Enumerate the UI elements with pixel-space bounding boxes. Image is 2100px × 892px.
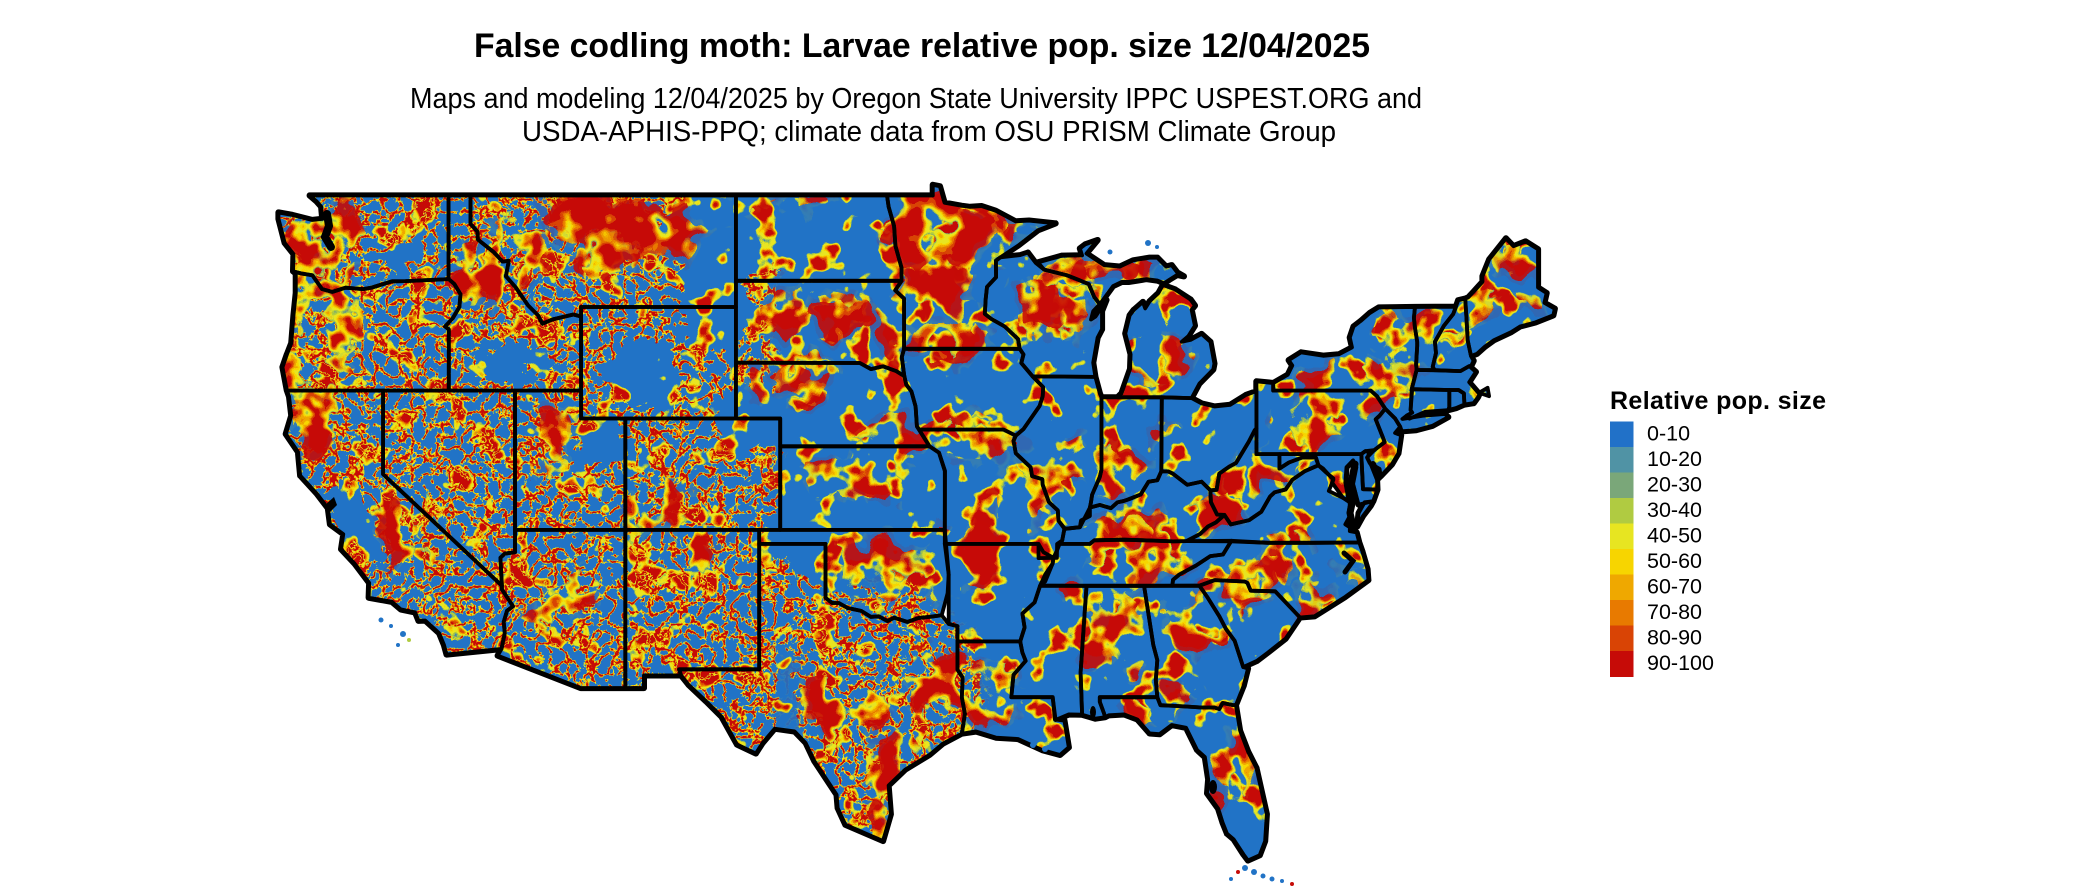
svg-text:90-100: 90-100 xyxy=(1647,651,1714,675)
svg-text:Maps and modeling 12/04/2025 b: Maps and modeling 12/04/2025 by Oregon S… xyxy=(410,83,1422,115)
svg-text:50-60: 50-60 xyxy=(1647,549,1702,573)
svg-text:70-80: 70-80 xyxy=(1647,600,1702,624)
svg-text:10-20: 10-20 xyxy=(1647,447,1702,471)
svg-text:20-30: 20-30 xyxy=(1647,473,1702,497)
svg-text:40-50: 40-50 xyxy=(1647,524,1702,548)
svg-text:0-10: 0-10 xyxy=(1647,422,1690,446)
svg-text:60-70: 60-70 xyxy=(1647,575,1702,599)
svg-text:Relative pop. size: Relative pop. size xyxy=(1610,387,1826,415)
svg-text:30-40: 30-40 xyxy=(1647,498,1702,522)
svg-text:USDA-APHIS-PPQ; climate data f: USDA-APHIS-PPQ; climate data from OSU PR… xyxy=(522,116,1336,148)
svg-text:80-90: 80-90 xyxy=(1647,626,1702,650)
svg-text:False codling moth: Larvae rel: False codling moth: Larvae relative pop.… xyxy=(474,27,1370,65)
